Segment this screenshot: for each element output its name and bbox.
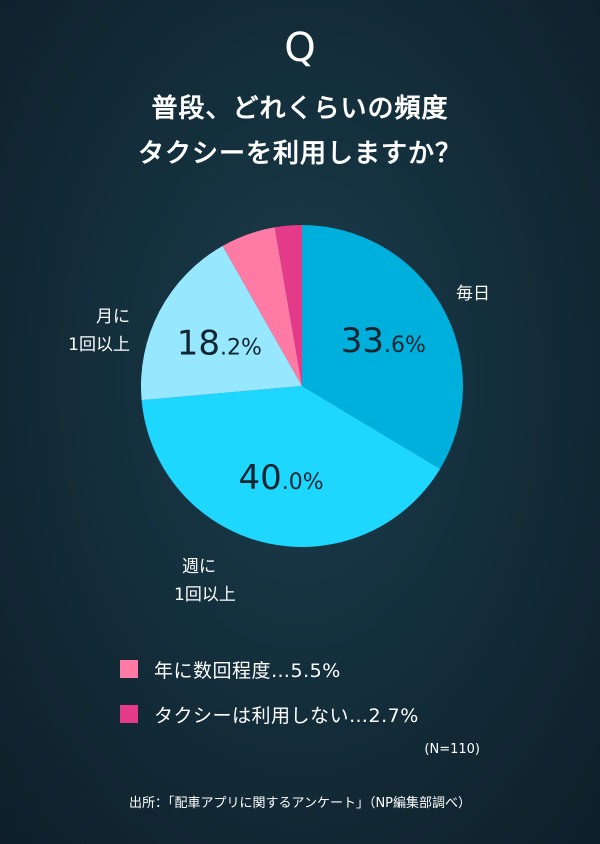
label-weekly: 週に 1回以上 xyxy=(174,553,236,609)
chart-title-line2: タクシーを利用しますか？ xyxy=(137,139,462,169)
legend-swatch-yearly xyxy=(120,660,138,678)
label-monthly-line2: 1回以上 xyxy=(68,335,130,355)
legend-item-never: タクシーは利用しない…2.7% xyxy=(120,701,419,727)
legend-text-never: タクシーは利用しない…2.7% xyxy=(154,704,419,727)
label-monthly-line1: 月に xyxy=(96,307,130,327)
label-weekly-line1: 週に xyxy=(182,557,216,577)
chart-title-line1: 普段、どれくらいの頻度 xyxy=(151,94,449,124)
legend-text-yearly: 年に数回程度…5.5% xyxy=(154,659,341,682)
pie-slice-daily xyxy=(302,225,463,469)
label-daily: 毎日 xyxy=(456,280,490,308)
label-weekly-line2: 1回以上 xyxy=(174,585,236,605)
label-daily-text: 毎日 xyxy=(456,284,490,304)
source-note: 出所：「配車アプリに関するアンケート」（NP編集部調べ） xyxy=(128,796,472,811)
pie-slice-never xyxy=(274,224,302,386)
pie-slice-monthly xyxy=(140,245,302,401)
legend-swatch-never xyxy=(120,705,138,723)
legend-item-yearly: 年に数回程度…5.5% xyxy=(120,656,341,682)
pie-value-label-monthly: 18.2% xyxy=(177,324,262,364)
question-mark-q: Q xyxy=(284,25,316,71)
sample-size-note: (N=110) xyxy=(424,742,480,757)
pie-slice-weekly xyxy=(141,386,441,547)
label-monthly: 月に 1回以上 xyxy=(44,303,130,359)
pie-slice-yearly xyxy=(222,227,302,386)
pie-value-label-daily: 33.6% xyxy=(341,321,426,361)
pie-value-label-weekly: 40.0% xyxy=(239,458,324,498)
